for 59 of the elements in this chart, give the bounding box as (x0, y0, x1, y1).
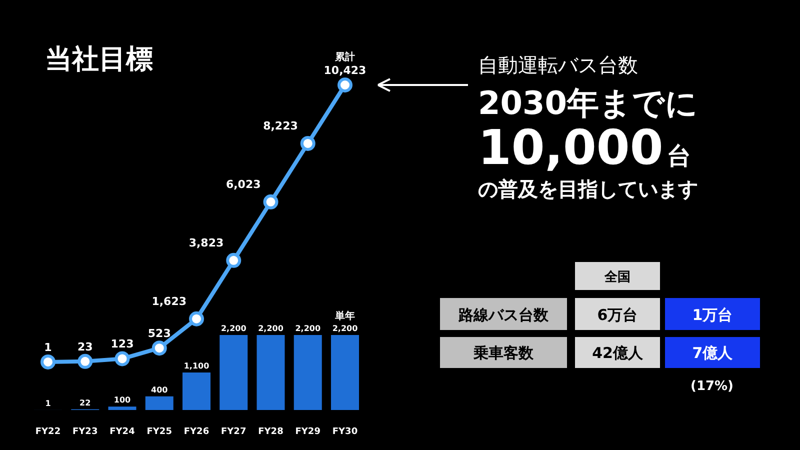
data-label: 2,200 (220, 324, 247, 333)
x-tick-label: FY28 (258, 427, 284, 437)
x-tick-label: FY25 (146, 427, 172, 437)
point (40, 354, 56, 370)
category-label: 路線バス台数 (458, 306, 548, 324)
bar (145, 396, 174, 410)
data-label: 3,823 (188, 236, 224, 250)
data-label: 1,100 (184, 362, 210, 370)
data-label: 23 (77, 340, 93, 354)
point (300, 136, 316, 151)
bar (220, 335, 248, 410)
category-label: 乗車客数 (474, 344, 534, 362)
data-label: 6,023 (226, 178, 261, 191)
chart-title: 当社目標 (45, 44, 153, 75)
x-tick-label: FY27 (221, 427, 246, 437)
data-label: 8,223 (263, 119, 298, 132)
text: 42億人 (592, 344, 643, 362)
bar (256, 335, 285, 410)
data-label: 400 (151, 385, 168, 394)
data-label: 1 (44, 340, 52, 354)
text: 自動運転バス台数 (478, 53, 638, 77)
data-label: 523 (148, 327, 171, 340)
x-tick-label: FY24 (110, 427, 135, 437)
point (114, 351, 130, 366)
data-label: 1 (45, 398, 52, 408)
data-label: 2,200 (332, 324, 358, 333)
data-label: 22 (80, 398, 91, 408)
data-label: 10,423 (324, 64, 366, 77)
text: 2030年までに (478, 84, 698, 122)
data-label: 2,200 (258, 324, 284, 333)
x-tick-label: FY30 (332, 427, 358, 437)
data-label: 1,623 (152, 294, 186, 308)
text: 7億人 (692, 344, 733, 362)
data-label: 123 (110, 338, 134, 351)
x-tick-label: FY26 (184, 427, 210, 437)
text: 6万台 (597, 306, 638, 324)
bar (108, 406, 136, 410)
x-tick-label: FY22 (35, 427, 61, 437)
category-label: 全国 (604, 270, 630, 285)
point (226, 252, 242, 268)
point (189, 311, 204, 326)
bar (294, 335, 322, 410)
text: 10,000 (478, 120, 664, 176)
point (338, 78, 352, 92)
text: の普及を目指しています (478, 177, 698, 201)
series-label: 単年 (334, 310, 355, 322)
data-label: 100 (114, 396, 132, 405)
series-label: 累計 (334, 51, 355, 63)
point (263, 194, 278, 210)
point (78, 354, 93, 369)
data-label: 2,200 (295, 324, 321, 333)
bar (182, 372, 210, 410)
text: 台 (667, 142, 692, 170)
x-tick-label: FY29 (295, 427, 320, 437)
text: (17%) (690, 379, 734, 394)
bar (331, 335, 359, 410)
x-tick-label: FY23 (72, 427, 98, 437)
point (152, 340, 167, 356)
text: 1万台 (692, 306, 733, 324)
